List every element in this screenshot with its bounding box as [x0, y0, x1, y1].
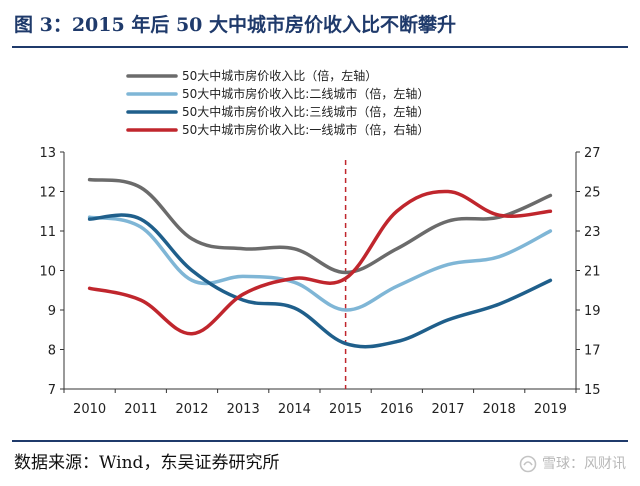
right-tick-label: 23 [584, 225, 601, 240]
right-tick-label: 17 [584, 344, 601, 359]
x-tick-label: 2019 [534, 402, 567, 417]
x-tick-label: 2015 [329, 402, 362, 417]
watermark: 雪球：风财讯 [519, 452, 626, 476]
x-tick-label: 2018 [483, 402, 516, 417]
legend-item-tier2-label: 50大中城市房价收入比:二线城市（倍，左轴） [182, 86, 429, 101]
left-tick-label: 12 [39, 186, 56, 201]
x-tick-label: 2014 [278, 402, 311, 417]
footer-divider [12, 440, 628, 442]
line-chart: 50大中城市房价收入比（倍，左轴） 50大中城市房价收入比:二线城市（倍，左轴） 5… [39, 68, 600, 417]
left-tick-label: 13 [39, 146, 56, 161]
x-tick-label: 2016 [380, 402, 413, 417]
x-tick-label: 2010 [73, 402, 106, 417]
x-tick-label: 2017 [431, 402, 464, 417]
x-tick-label: 2011 [124, 402, 157, 417]
right-tick-label: 19 [584, 304, 601, 319]
series-line-tier1 [87, 189, 553, 336]
series-line-tier3 [87, 213, 553, 349]
series-line-tier2 [87, 215, 553, 312]
chart-title: 图 3：2015 年后 50 大中城市房价收入比不断攀升 [14, 14, 457, 36]
series-lines [87, 177, 553, 349]
left-tick-label: 8 [48, 344, 56, 359]
title-divider [12, 46, 628, 48]
series-line-50-cities [87, 177, 553, 275]
x-tick-label: 2013 [227, 402, 260, 417]
data-source-note: 数据来源：Wind，东吴证券研究所 [14, 453, 280, 473]
right-tick-label: 15 [584, 383, 601, 398]
legend-item-tier1-label: 50大中城市房价收入比:一线城市（倍，右轴） [182, 122, 429, 137]
chart-axes: 2010 2011 2012 2013 2014 2015 2016 2017 2018 2019… [39, 146, 600, 417]
x-tick-label: 2012 [175, 402, 208, 417]
legend-item-50-cities-label: 50大中城市房价收入比（倍，左轴） [182, 68, 377, 83]
left-tick-label: 10 [39, 265, 56, 280]
legend: 50大中城市房价收入比（倍，左轴） 50大中城市房价收入比:二线城市（倍，左轴） 5… [126, 68, 429, 137]
left-tick-label: 11 [39, 225, 56, 240]
watermark-text: 雪球：风财讯 [542, 456, 626, 472]
legend-item-tier3-label: 50大中城市房价收入比:三线城市（倍，左轴） [182, 104, 429, 119]
snowball-logo-icon [519, 455, 537, 473]
right-tick-label: 25 [584, 186, 601, 201]
right-tick-label: 21 [584, 265, 601, 280]
left-tick-label: 9 [48, 304, 56, 319]
right-tick-label: 27 [584, 146, 601, 161]
left-tick-label: 7 [48, 383, 56, 398]
